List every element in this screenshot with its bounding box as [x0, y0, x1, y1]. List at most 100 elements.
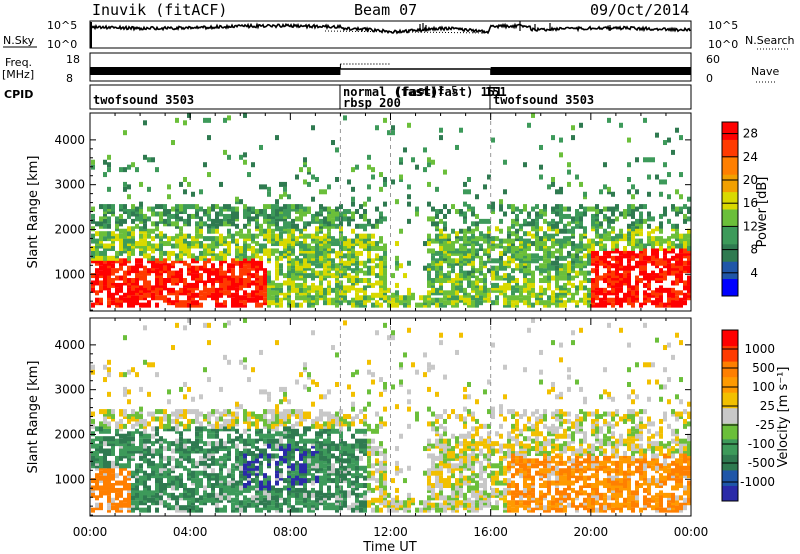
power-cell	[603, 273, 607, 279]
velocity-cell	[243, 505, 247, 511]
power-cell	[443, 253, 447, 259]
power-cell	[323, 206, 327, 212]
velocity-cell	[339, 431, 343, 437]
velocity-cell	[359, 507, 363, 513]
power-cell	[571, 282, 575, 288]
power-cell	[679, 233, 683, 239]
velocity-cell	[299, 421, 303, 427]
velocity-cell	[103, 364, 107, 370]
power-cell	[323, 300, 327, 306]
power-cell	[359, 278, 363, 284]
power-cell	[663, 206, 667, 212]
velocity-cell	[191, 396, 195, 402]
power-cell	[175, 221, 179, 227]
velocity-cell	[163, 438, 167, 444]
power-cell	[147, 300, 151, 306]
power-cell	[675, 243, 679, 249]
power-cell	[99, 270, 103, 276]
power-cell	[379, 292, 383, 298]
power-cell	[119, 213, 123, 219]
power-cell	[131, 295, 135, 301]
power-cell	[251, 162, 255, 168]
power-cell	[339, 273, 343, 279]
power-cell	[355, 233, 359, 239]
power-cell	[411, 157, 415, 163]
power-cell	[263, 292, 267, 298]
velocity-cell	[383, 381, 387, 387]
power-cell	[559, 275, 563, 281]
power-cell	[683, 233, 687, 239]
power-cell	[315, 211, 319, 217]
power-cell	[655, 297, 659, 303]
power-cell	[395, 260, 399, 266]
power-cell	[599, 260, 603, 266]
power-cell	[603, 255, 607, 261]
power-cell	[259, 275, 263, 281]
power-cell	[243, 300, 247, 306]
velocity-cell	[203, 367, 207, 373]
velocity-cell	[315, 455, 319, 461]
velocity-cell	[91, 364, 95, 370]
power-cell	[555, 189, 559, 195]
power-cell	[275, 199, 279, 205]
power-cell	[571, 275, 575, 281]
velocity-cell	[355, 470, 359, 476]
power-cell	[495, 265, 499, 271]
power-cell	[435, 213, 439, 219]
velocity-cell	[427, 453, 431, 459]
power-cell	[375, 273, 379, 279]
power-cell	[315, 292, 319, 298]
power-cell	[247, 275, 251, 281]
power-cell	[687, 206, 691, 212]
power-cell	[267, 233, 271, 239]
power-cell	[663, 270, 667, 276]
power-cell	[259, 248, 263, 254]
power-cell	[119, 233, 123, 239]
power-cell	[519, 297, 523, 303]
power-cell	[679, 290, 683, 296]
power-cell	[683, 265, 687, 271]
power-cell	[539, 263, 543, 269]
power-cell	[215, 223, 219, 229]
velocity-cell	[123, 391, 127, 397]
power-cell	[455, 273, 459, 279]
power-cell	[375, 263, 379, 269]
power-cell	[303, 273, 307, 279]
power-cell	[675, 273, 679, 279]
velocity-cell	[147, 505, 151, 511]
power-cell	[247, 206, 251, 212]
velocity-cell	[379, 391, 383, 397]
power-cell	[139, 285, 143, 291]
velocity-cell	[279, 468, 283, 474]
power-cell	[675, 211, 679, 217]
power-cell	[611, 263, 615, 269]
power-cell	[519, 285, 523, 291]
velocity-cell	[311, 473, 315, 479]
power-cell	[359, 287, 363, 293]
power-cell	[555, 248, 559, 254]
velocity-cell	[311, 379, 315, 385]
velocity-cell	[319, 495, 323, 501]
power-cell	[551, 206, 555, 212]
power-cell	[639, 265, 643, 271]
power-cell	[383, 295, 387, 301]
power-cell	[143, 248, 147, 254]
velocity-cell	[227, 485, 231, 491]
power-cell	[243, 282, 247, 288]
power-cell	[391, 302, 395, 308]
power-cell	[247, 282, 251, 288]
power-cell	[251, 245, 255, 251]
velocity-cell	[183, 409, 187, 415]
velocity-cell	[247, 433, 251, 439]
power-cell	[467, 204, 471, 210]
velocity-cell	[243, 470, 247, 476]
power-cell	[103, 231, 107, 237]
power-cell	[555, 228, 559, 234]
velocity-cell	[183, 505, 187, 511]
velocity-cell	[331, 418, 335, 424]
velocity-cell	[299, 433, 303, 439]
power-cell	[443, 221, 447, 227]
velocity-cell	[103, 377, 107, 383]
power-cell	[687, 255, 691, 261]
